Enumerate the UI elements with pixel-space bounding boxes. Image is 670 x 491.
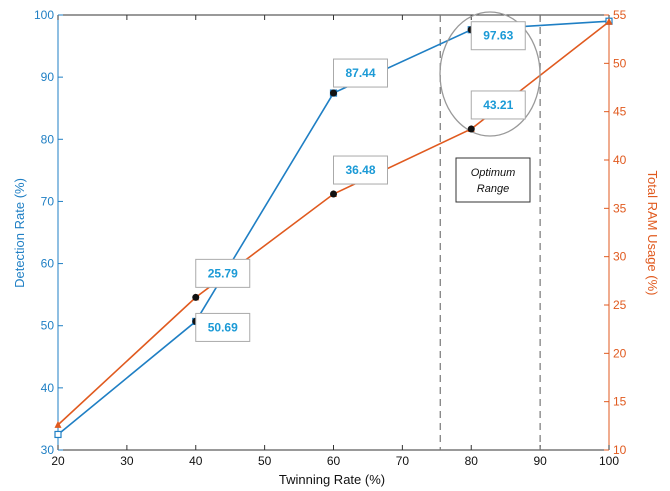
right-y-tick-label: 20 (613, 346, 627, 360)
optimum-range-label-box (455, 157, 531, 203)
right-y-tick-label: 45 (613, 105, 627, 119)
left-y-tick-label: 80 (41, 132, 55, 146)
x-tick-label: 50 (258, 454, 272, 468)
left-y-tick-label: 100 (34, 8, 54, 22)
left-y-tick-label: 60 (41, 257, 55, 271)
left-y-tick-label: 40 (41, 381, 55, 395)
right-y-tick-label: 40 (613, 153, 627, 167)
x-tick-label: 20 (51, 454, 65, 468)
right-axis-title: Total RAM Usage (%) (645, 171, 660, 296)
left-axis-title: Detection Rate (%) (12, 178, 27, 288)
datatip-dot (192, 293, 200, 301)
series-0-marker (54, 430, 62, 439)
x-tick-label: 40 (189, 454, 203, 468)
data-label-text: 87.44 (345, 66, 375, 80)
data-label-text: 25.79 (208, 266, 238, 280)
datatip-dot (467, 125, 475, 133)
x-axis-title: Twinning Rate (%) (279, 472, 385, 487)
right-y-tick-label: 35 (613, 201, 627, 215)
x-tick-label: 30 (120, 454, 134, 468)
data-label-text: 97.63 (483, 29, 513, 43)
x-tick-label: 70 (396, 454, 410, 468)
optimum-highlight-ellipse (439, 11, 541, 137)
data-label-box (333, 58, 388, 88)
optimum-range-label-line2: Range (477, 183, 509, 195)
data-label-box (195, 258, 251, 288)
data-label-box (470, 90, 526, 120)
series-1-marker (605, 17, 613, 25)
left-y-tick-label: 90 (41, 70, 55, 84)
right-y-tick-label: 50 (613, 56, 627, 70)
x-tick-label: 90 (533, 454, 547, 468)
left-y-tick-label: 70 (41, 194, 55, 208)
x-tick-label: 80 (465, 454, 479, 468)
x-tick-label: 60 (327, 454, 341, 468)
datatip-dot (330, 89, 337, 97)
right-y-tick-label: 55 (613, 8, 627, 22)
data-label-text: 43.21 (483, 98, 513, 112)
data-label-box (333, 155, 388, 185)
data-label-box (195, 312, 251, 342)
left-y-tick-label: 30 (41, 443, 55, 457)
x-tick-label: 100 (599, 454, 619, 468)
data-label-box (470, 21, 526, 51)
datatip-dot (330, 190, 337, 198)
data-label-text: 36.48 (345, 163, 375, 177)
optimum-range-label-line1: Optimum (471, 167, 516, 179)
series-1-marker (54, 420, 62, 428)
right-y-tick-label: 30 (613, 250, 627, 264)
left-y-tick-label: 50 (41, 319, 55, 333)
right-y-tick-label: 25 (613, 298, 627, 312)
right-y-tick-label: 15 (613, 395, 627, 409)
right-y-tick-label: 10 (613, 443, 627, 457)
data-label-text: 50.69 (208, 320, 238, 334)
